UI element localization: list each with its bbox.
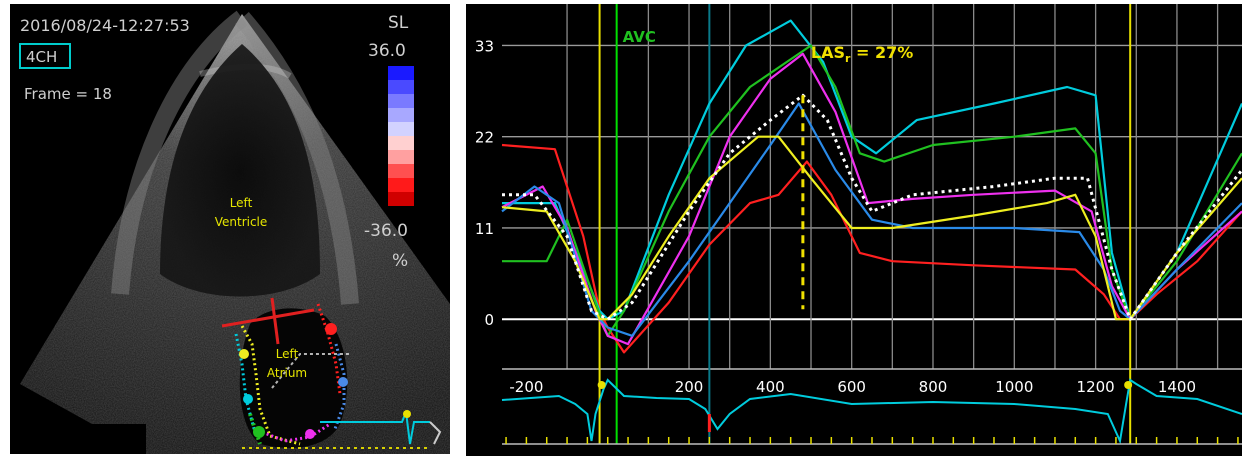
strain-chart: 0 11 22 33 AVC LASr = 27% -200 200 400 600 800 1…	[475, 4, 1242, 445]
echo-image: 4CH 2016/08/24-12:27:53 Frame = 18 SL 36…	[19, 10, 450, 454]
ecg-marker	[597, 381, 606, 389]
chart-annotations: LASr = 27%	[801, 43, 913, 310]
event-markers: AVC	[598, 4, 1132, 444]
strain-curve-5	[501, 102, 1242, 337]
x-tick-label: -200	[509, 378, 543, 396]
y-tick-label: 11	[475, 220, 494, 238]
x-tick-label: 800	[919, 378, 948, 396]
x-tick-label: 1200	[1077, 378, 1115, 396]
y-tick-label: 33	[475, 37, 494, 55]
strain-curve-6	[501, 135, 1242, 321]
x-tick-label: 400	[756, 378, 785, 396]
strain-curve-2	[502, 19, 1242, 321]
las-annotation: LASr = 27%	[811, 43, 913, 65]
ecg-waveform	[501, 378, 1242, 445]
scale-swatch	[388, 136, 414, 150]
scale-swatch	[388, 150, 414, 164]
view-label-box	[19, 43, 71, 69]
scale-swatch	[388, 122, 414, 136]
lv-label-line1: Left	[230, 196, 253, 210]
strain-curves	[501, 19, 1242, 354]
lv-label-line2: Ventricle	[215, 215, 268, 229]
ecg-marker	[1124, 381, 1133, 389]
ecg-trace	[501, 378, 1242, 445]
scale-swatch	[388, 178, 414, 192]
scale-title: SL	[388, 13, 409, 33]
echo-image-panel: 4CH 2016/08/24-12:27:53 Frame = 18 SL 36…	[10, 4, 450, 454]
scale-swatch	[388, 80, 414, 94]
scale-swatch	[388, 192, 414, 206]
x-tick-label: 1400	[1158, 378, 1196, 396]
y-tick-label: 22	[475, 129, 494, 147]
la-label-line1: Left	[276, 347, 299, 361]
strain-chart-panel: 0 11 22 33 AVC LASr = 27% -200 200 400 600 800 1…	[466, 4, 1242, 456]
x-tick-label: 200	[675, 378, 704, 396]
avc-label: AVC	[623, 28, 656, 46]
scale-swatch	[388, 108, 414, 122]
view-label: 4CH	[26, 48, 57, 66]
axis-ticks: -200 200 400 600 800 1000 1200 1400	[502, 378, 1242, 445]
scale-swatch	[388, 66, 414, 80]
left-atrium-cavity	[239, 308, 348, 448]
scale-max: 36.0	[368, 41, 406, 61]
scale-min: -36.0	[364, 221, 408, 241]
left-ventricle-cavity	[160, 44, 320, 297]
strain-curve-7	[502, 93, 1242, 321]
timestamp: 2016/08/24-12:27:53	[20, 16, 190, 35]
frame-label: Frame = 18	[24, 85, 112, 103]
scale-swatch	[388, 164, 414, 178]
x-tick-label: 600	[837, 378, 866, 396]
scale-swatch	[388, 94, 414, 108]
la-label-line2: Atrium	[267, 366, 307, 380]
strain-color-scale	[388, 66, 414, 206]
scale-unit: %	[392, 251, 408, 271]
y-tick-label: 0	[484, 311, 494, 329]
x-tick-label: 1000	[995, 378, 1033, 396]
strain-curve-3	[502, 44, 1242, 337]
